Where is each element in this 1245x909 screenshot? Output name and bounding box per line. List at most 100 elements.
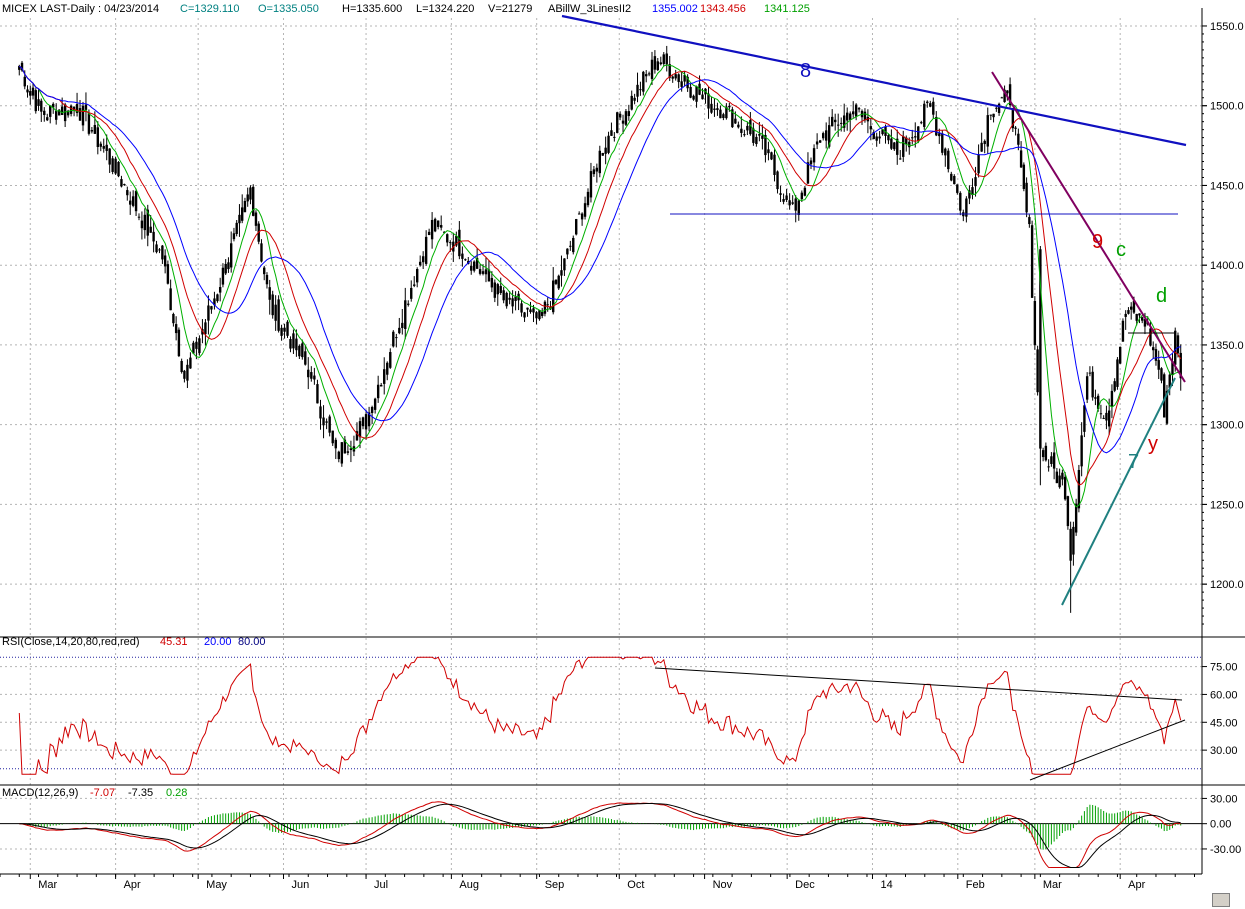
candle-body [1083, 405, 1086, 432]
month-label: May [206, 879, 227, 891]
candle-body [430, 219, 434, 240]
candle-body [232, 233, 236, 240]
candle-body [887, 135, 890, 141]
candle-body [410, 287, 413, 299]
candle-body [695, 86, 698, 102]
header-indicator: ABillW_3LinesII2 [548, 3, 631, 15]
candle-body [126, 190, 129, 196]
candle-body [235, 222, 238, 234]
candle-body [1039, 249, 1042, 449]
candle-body [849, 113, 852, 120]
wave-label-y: y [1148, 433, 1158, 455]
candle-body [96, 127, 100, 148]
candle-body [304, 351, 307, 365]
month-label: Jun [291, 879, 309, 891]
candle-body [140, 220, 144, 229]
candle-body [499, 285, 502, 294]
candle-body [455, 235, 458, 246]
candle-body [869, 126, 873, 130]
candle-body [177, 329, 181, 357]
candle-body [1017, 133, 1020, 145]
candle-body [1022, 164, 1026, 189]
candle-body [1138, 313, 1141, 316]
candle-body [192, 342, 195, 354]
rsi-line [18, 656, 1182, 775]
candle-body [557, 275, 560, 289]
candle-body [1129, 306, 1133, 310]
candle-body [161, 245, 164, 260]
header-low: L=1324.220 [416, 3, 474, 15]
candle-body [610, 130, 613, 136]
candle-body [439, 225, 443, 228]
candle-body [328, 416, 331, 433]
wave-label-8: 8 [800, 60, 811, 82]
candle-body [407, 303, 410, 305]
wave-label-7: 7 [1128, 451, 1139, 473]
candle-body [1085, 376, 1089, 400]
candle-body [836, 124, 840, 126]
candle-body [1121, 320, 1125, 342]
scroll-right-button[interactable] [1212, 893, 1230, 907]
candle-body [52, 103, 55, 108]
candle-body [268, 287, 271, 300]
candle-body [490, 277, 494, 288]
wave-label-d: d [1156, 285, 1167, 307]
candle-body [722, 114, 725, 119]
candle-body [383, 369, 386, 384]
candle-body [1116, 359, 1119, 387]
candle-body [794, 198, 797, 211]
price-tick-label: 1350.0 [1210, 340, 1244, 352]
candle-body [636, 84, 639, 97]
price-tick-label: 1500.0 [1210, 101, 1244, 113]
candle-body [343, 439, 347, 454]
candle-body [1019, 150, 1023, 168]
ma-slow-line [18, 65, 1181, 454]
candle-body [421, 256, 425, 263]
candle-body [37, 99, 40, 106]
candle-body [1030, 225, 1034, 298]
candle-body [241, 207, 244, 221]
candle-body [20, 62, 24, 71]
candle-body [917, 126, 920, 142]
candle-body [379, 384, 383, 387]
candle-body [755, 136, 758, 145]
month-label: Aug [459, 879, 479, 891]
candle-body [806, 162, 810, 184]
candle-body [1074, 503, 1078, 533]
candle-body [26, 89, 29, 93]
candle-body [846, 112, 849, 121]
candle-body [496, 284, 499, 295]
candle-body [204, 322, 207, 335]
candle-body [1127, 310, 1130, 314]
rsi-title: RSI(Close,14,20,80,red,red) [2, 636, 140, 648]
candle-body [131, 196, 135, 206]
candle-body [252, 186, 255, 216]
candle-body [538, 310, 541, 320]
candle-body [93, 124, 97, 134]
candle-body [731, 109, 734, 128]
candle-body [737, 124, 740, 128]
candle-body [541, 312, 544, 316]
candle-body [647, 73, 651, 75]
rsi-low-level: 20.00 [204, 636, 232, 648]
candle-body [1063, 476, 1067, 500]
candle-body [812, 148, 816, 163]
candle-body [1003, 89, 1006, 103]
header-ma-blue: 1355.002 [652, 3, 698, 15]
candle-body [313, 375, 316, 380]
candle-body [427, 231, 431, 236]
candle-body [334, 439, 337, 449]
candle-body [683, 75, 686, 82]
price-tick-label: 1550.0 [1210, 21, 1244, 33]
candle-body [265, 274, 269, 285]
header-close: C=1329.110 [180, 3, 239, 15]
macd-tick-label: 0.00 [1210, 819, 1231, 831]
candle-body [821, 133, 825, 139]
candle-body [707, 93, 710, 109]
candle-body [983, 140, 986, 145]
candle-body [1110, 390, 1114, 407]
upper-trendline [561, 14, 1187, 147]
header-ma-green: 1341.125 [764, 3, 810, 15]
candle-body [449, 242, 452, 244]
